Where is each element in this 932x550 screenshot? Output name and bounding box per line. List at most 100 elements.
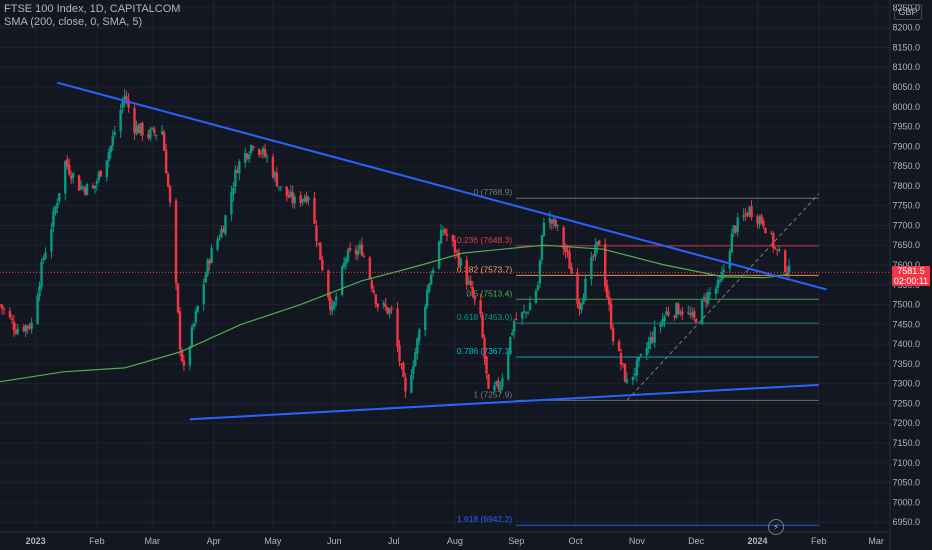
candle-body <box>402 363 405 377</box>
candle-body <box>329 297 332 310</box>
candle-body <box>153 128 156 134</box>
candle-body <box>774 247 777 249</box>
sma-indicator-label[interactable]: SMA (200, close, 0, SMA, 5) <box>4 16 143 28</box>
symbol-title[interactable]: FTSE 100 Index, 1D, CAPITALCOM <box>4 3 181 15</box>
candle-body <box>52 211 55 228</box>
candle-body <box>238 161 241 174</box>
candle-body <box>206 259 209 276</box>
candle-body <box>360 244 364 256</box>
candle-body <box>251 146 255 149</box>
candle-body <box>333 301 336 308</box>
candle-body <box>204 274 207 283</box>
candle-body <box>564 247 567 253</box>
candle-body <box>111 136 114 146</box>
candle-body <box>485 356 488 374</box>
candle-body <box>679 312 682 314</box>
candle-body <box>776 249 779 251</box>
candle-body <box>222 228 225 233</box>
last-price-tag: 7581.5 02:00:11 <box>892 266 930 286</box>
candle-body <box>162 132 166 151</box>
candle-body <box>649 336 652 344</box>
candle-body <box>105 160 108 178</box>
candle-body <box>155 134 158 136</box>
candle-body <box>182 360 186 366</box>
candle-body <box>10 318 14 320</box>
candle-body <box>97 172 101 181</box>
currency-label[interactable]: GBP <box>894 4 922 20</box>
candle-body <box>210 248 213 264</box>
candle-body <box>303 197 306 202</box>
candle-body <box>552 218 555 223</box>
candle-body <box>540 235 544 260</box>
candle-body <box>746 213 749 217</box>
candle-body <box>566 250 569 253</box>
candle-body <box>331 306 334 311</box>
price-tick-label: 7250.0 <box>892 398 920 408</box>
price-tick-label: 8200.0 <box>892 23 920 33</box>
candle-body <box>71 173 75 178</box>
candle-body <box>208 260 211 264</box>
candle-body <box>93 185 97 189</box>
candle-body <box>346 249 350 261</box>
candle-body <box>471 286 474 296</box>
candle-body <box>26 325 29 328</box>
price-tick-label: 8100.0 <box>892 62 920 72</box>
candle-body <box>760 215 763 223</box>
candle-body <box>91 185 95 189</box>
candle-body <box>265 156 269 158</box>
candle-body <box>30 322 33 329</box>
candle-body <box>109 145 112 153</box>
candle-body <box>257 149 261 155</box>
candle-body <box>412 366 415 374</box>
candle-body <box>64 160 67 194</box>
candle-body <box>604 243 607 287</box>
candle-body <box>580 303 583 311</box>
candle-body <box>79 185 83 190</box>
candle-body <box>68 165 71 175</box>
candle-body <box>133 108 136 133</box>
fib-level-label: 0.618 (7453.0) <box>457 312 512 322</box>
candle-body <box>85 184 89 196</box>
candle-body <box>249 144 253 153</box>
price-tick-label: 7350.0 <box>892 359 920 369</box>
candle-body <box>429 274 433 285</box>
candle-body <box>708 292 712 294</box>
candle-body <box>396 308 399 347</box>
time-tick-label: Jul <box>388 536 400 546</box>
candle-body <box>598 240 601 245</box>
time-tick-label: Jun <box>327 536 342 546</box>
candle-body <box>673 315 676 318</box>
candle-body <box>483 337 486 359</box>
candle-body <box>271 156 275 178</box>
candle-body <box>459 259 463 266</box>
candle-body <box>178 311 182 350</box>
lightning-icon[interactable]: ⚡ <box>768 519 784 535</box>
upper-trendline <box>57 81 827 291</box>
candle-body <box>455 250 459 252</box>
candle-body <box>299 195 302 204</box>
candle-body <box>261 148 265 154</box>
candle-body <box>424 306 427 331</box>
candle-body <box>469 280 472 286</box>
candle-body <box>770 233 773 235</box>
price-tick-label: 7100.0 <box>892 458 920 468</box>
candle-body <box>677 304 680 315</box>
candle-body <box>141 122 144 136</box>
candle-body <box>526 311 530 313</box>
price-tick-label: 7700.0 <box>892 220 920 230</box>
candle-body <box>756 216 759 224</box>
candle-body <box>694 319 698 323</box>
candle-body <box>40 261 43 287</box>
candle-body <box>534 290 538 303</box>
candle-body <box>291 192 294 203</box>
fib-projection-line <box>626 193 820 401</box>
candle-body <box>376 303 379 308</box>
price-tick-label: 7300.0 <box>892 379 920 389</box>
candle-body <box>443 228 447 234</box>
time-tick-label: Mar <box>145 536 161 546</box>
price-tick-label: 7400.0 <box>892 339 920 349</box>
candle-body <box>617 341 621 352</box>
candle-body <box>194 311 197 323</box>
candle-body <box>704 298 708 302</box>
